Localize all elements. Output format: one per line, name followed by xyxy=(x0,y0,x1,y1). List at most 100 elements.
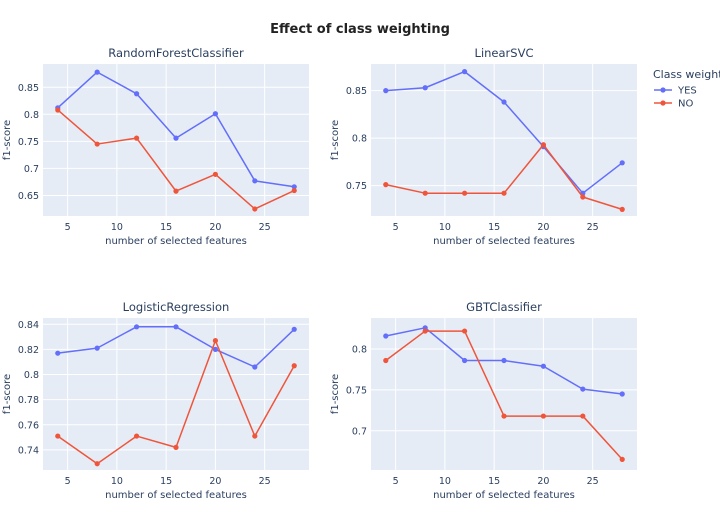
logistic-regression-y-tick-label: 0.82 xyxy=(18,345,39,356)
legend-item-yes[interactable]: YES xyxy=(654,86,697,97)
legend-marker-no xyxy=(660,100,666,106)
gbt-classifier-series-no xyxy=(383,328,625,462)
linear-svc-point-yes[interactable] xyxy=(422,85,428,91)
logistic-regression-x-tick-label: 10 xyxy=(111,476,123,487)
random-forest-point-yes[interactable] xyxy=(291,184,297,190)
logistic-regression-y-tick-label: 0.8 xyxy=(24,370,39,381)
linear-svc-point-no[interactable] xyxy=(383,182,389,188)
linear-svc-y-axis-label: f1-score xyxy=(330,120,341,160)
logistic-regression-x-tick-label: 20 xyxy=(209,476,221,487)
gbt-classifier-point-yes[interactable] xyxy=(540,363,547,369)
subplot-logistic-regression: 5 10 15 20 25 0.74 0.76 0.78 0.8 0.82 0.84 Logistic… xyxy=(2,300,309,501)
linear-svc-point-no[interactable] xyxy=(540,142,547,148)
linear-svc-point-no[interactable] xyxy=(501,190,507,196)
logistic-regression-y-axis-label: f1-score xyxy=(2,374,13,414)
logistic-regression-point-no[interactable] xyxy=(94,461,100,467)
random-forest-x-tick-label: 25 xyxy=(259,222,271,233)
gbt-classifier-point-yes[interactable] xyxy=(619,391,625,397)
gbt-classifier-point-yes[interactable] xyxy=(501,357,507,364)
logistic-regression-point-no[interactable] xyxy=(291,363,297,369)
random-forest-y-tick-label: 0.65 xyxy=(18,191,39,202)
random-forest-series-no xyxy=(55,107,297,212)
logistic-regression-point-no[interactable] xyxy=(173,444,179,450)
legend-item-no[interactable]: NO xyxy=(654,99,693,110)
logistic-regression-point-yes[interactable] xyxy=(212,346,219,353)
logistic-regression-point-no[interactable] xyxy=(252,433,258,439)
linear-svc-point-no[interactable] xyxy=(422,190,428,196)
gbt-classifier-point-no[interactable] xyxy=(501,413,507,419)
linear-svc-grid xyxy=(371,64,637,216)
logistic-regression-x-tick-label: 5 xyxy=(65,476,71,487)
logistic-regression-x-tick-label: 25 xyxy=(259,476,271,487)
random-forest-point-yes[interactable] xyxy=(173,135,179,141)
gbt-classifier-series-yes xyxy=(383,325,625,397)
legend-marker-yes xyxy=(660,87,666,93)
linear-svc-x-tick-label: 15 xyxy=(488,222,500,233)
logistic-regression-point-no[interactable] xyxy=(212,338,219,344)
legend-label-yes: YES xyxy=(677,86,697,97)
logistic-regression-y-tick-label: 0.84 xyxy=(18,320,39,331)
logistic-regression-point-yes[interactable] xyxy=(133,324,140,330)
gbt-classifier-point-no[interactable] xyxy=(580,413,586,419)
gbt-classifier-x-tick-label: 5 xyxy=(393,476,399,487)
gbt-classifier-x-tick-label: 15 xyxy=(488,476,500,487)
random-forest-point-no[interactable] xyxy=(133,135,140,141)
random-forest-x-axis-label: number of selected features xyxy=(105,236,247,247)
gbt-classifier-y-tick-label: 0.7 xyxy=(352,426,367,437)
linear-svc-point-no[interactable] xyxy=(461,190,468,196)
subplot-random-forest: 5 10 15 20 25 0.65 0.7 0.75 0.8 0.85 RandomForestC… xyxy=(2,46,309,247)
linear-svc-y-tick-label: 0.85 xyxy=(346,86,367,97)
linear-svc-point-yes[interactable] xyxy=(619,160,625,166)
gbt-classifier-point-yes[interactable] xyxy=(580,386,586,392)
logistic-regression-point-yes[interactable] xyxy=(291,326,297,332)
random-forest-point-yes[interactable] xyxy=(252,178,258,184)
logistic-regression-y-tick-label: 0.78 xyxy=(18,395,39,406)
random-forest-grid xyxy=(43,64,309,216)
gbt-classifier-point-yes[interactable] xyxy=(383,333,389,339)
gbt-classifier-x-tick-label: 10 xyxy=(439,476,451,487)
random-forest-y-axis-label: f1-score xyxy=(2,120,13,160)
linear-svc-point-yes[interactable] xyxy=(501,99,507,105)
linear-svc-point-yes[interactable] xyxy=(383,88,389,94)
linear-svc-x-tick-label: 10 xyxy=(439,222,451,233)
gbt-classifier-plot-area xyxy=(371,318,637,470)
logistic-regression-point-yes[interactable] xyxy=(55,350,61,356)
random-forest-point-no[interactable] xyxy=(252,206,258,212)
random-forest-point-no[interactable] xyxy=(212,171,219,177)
linear-svc-x-tick-label: 20 xyxy=(537,222,549,233)
random-forest-point-yes[interactable] xyxy=(212,111,219,117)
random-forest-point-no[interactable] xyxy=(173,188,179,194)
logistic-regression-x-axis-label: number of selected features xyxy=(105,490,247,501)
random-forest-y-tick-label: 0.75 xyxy=(18,137,39,148)
logistic-regression-y-tick-label: 0.74 xyxy=(18,445,39,456)
gbt-classifier-point-no[interactable] xyxy=(422,328,428,334)
gbt-classifier-point-no[interactable] xyxy=(461,328,468,334)
linear-svc-point-yes[interactable] xyxy=(461,69,468,75)
random-forest-point-no[interactable] xyxy=(94,141,100,147)
random-forest-y-tick-label: 0.85 xyxy=(18,83,39,94)
gbt-classifier-point-no[interactable] xyxy=(540,413,547,419)
random-forest-point-no[interactable] xyxy=(291,187,297,194)
linear-svc-point-no[interactable] xyxy=(580,194,586,200)
gbt-classifier-x-tick-label: 25 xyxy=(587,476,599,487)
random-forest-x-tick-label: 10 xyxy=(111,222,123,233)
random-forest-point-yes[interactable] xyxy=(94,69,100,75)
random-forest-point-yes[interactable] xyxy=(133,91,140,97)
logistic-regression-series-no xyxy=(55,338,297,467)
random-forest-point-no[interactable] xyxy=(55,107,61,113)
logistic-regression-point-yes[interactable] xyxy=(252,364,258,370)
logistic-regression-point-yes[interactable] xyxy=(173,324,179,330)
random-forest-y-tick-label: 0.8 xyxy=(24,110,39,121)
random-forest-x-tick-label: 15 xyxy=(160,222,172,233)
logistic-regression-point-no[interactable] xyxy=(133,433,140,439)
logistic-regression-point-no[interactable] xyxy=(55,433,61,439)
logistic-regression-point-yes[interactable] xyxy=(94,345,100,351)
gbt-classifier-point-yes[interactable] xyxy=(461,357,468,364)
random-forest-x-tick-label: 5 xyxy=(65,222,71,233)
random-forest-y-tick-label: 0.7 xyxy=(24,164,39,175)
linear-svc-point-no[interactable] xyxy=(619,206,625,212)
gbt-classifier-point-no[interactable] xyxy=(619,456,625,462)
gbt-classifier-point-no[interactable] xyxy=(383,357,389,364)
random-forest-x-tick-label: 20 xyxy=(209,222,221,233)
subplot-linear-svc: 5 10 15 20 25 0.75 0.8 0.85 LinearSVC number of s… xyxy=(330,46,637,247)
